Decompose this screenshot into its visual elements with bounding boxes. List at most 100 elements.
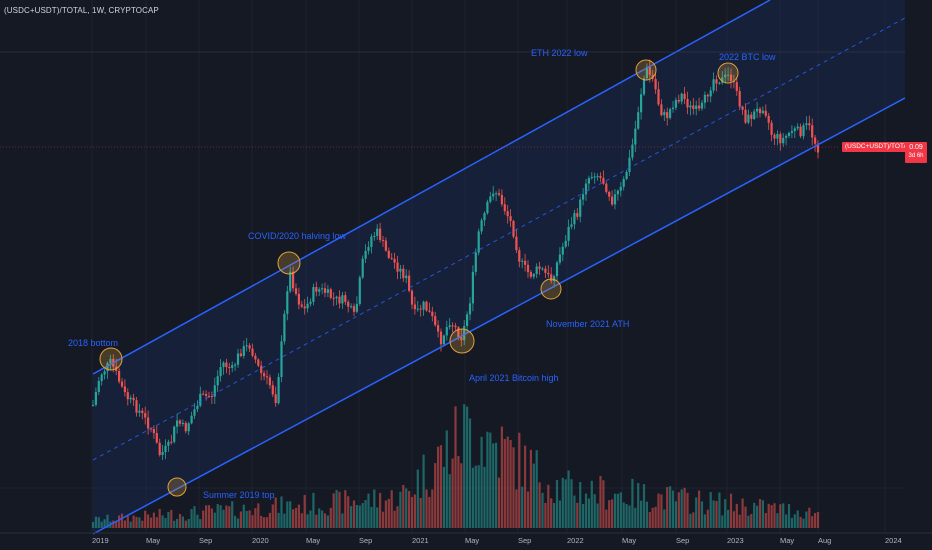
volume-bar <box>280 496 283 528</box>
x-tick: Sep <box>676 536 690 545</box>
volume-bar <box>170 509 173 528</box>
volume-bar <box>738 514 741 528</box>
volume-bar <box>608 500 611 528</box>
candle-body <box>370 236 373 247</box>
annotation-nov-2021: November 2021 ATH <box>546 319 630 329</box>
volume-bar <box>205 505 208 528</box>
price-value: 0.09 <box>909 144 923 151</box>
candle-body <box>573 213 576 225</box>
volume-bar <box>808 507 811 528</box>
candle-body <box>448 325 451 328</box>
annotation-covid: COVID/2020 halving low <box>248 231 347 241</box>
volume-bar <box>611 499 614 528</box>
candle-body <box>587 178 590 184</box>
volume-bar <box>706 509 709 528</box>
volume-bar <box>207 505 211 528</box>
candle-body <box>686 99 689 108</box>
candle-body <box>689 105 692 108</box>
volume-bar <box>712 500 715 528</box>
candle-body <box>106 362 109 372</box>
volume-bar <box>112 520 115 528</box>
volume-bar <box>811 516 814 528</box>
volume-bar <box>724 499 727 528</box>
volume-bar <box>677 492 680 528</box>
volume-bar <box>422 454 425 528</box>
candle-body <box>419 308 422 310</box>
candle-body <box>703 94 706 103</box>
volume-bar <box>747 515 750 528</box>
volume-bar <box>657 493 660 528</box>
x-tick: Sep <box>518 536 532 545</box>
volume-bar <box>413 494 416 528</box>
candle-body <box>123 386 126 393</box>
volume-bar <box>767 503 770 528</box>
candle-body <box>413 304 416 310</box>
candle-body <box>193 409 196 416</box>
candle-body <box>315 287 318 292</box>
volume-bar <box>698 490 701 528</box>
candle-body <box>355 303 358 312</box>
volume-bar <box>541 492 544 528</box>
marker-circles <box>99 59 739 497</box>
candle-body <box>410 290 414 305</box>
candle-body <box>628 157 631 172</box>
candle-body <box>567 226 570 241</box>
volume-bar <box>118 515 121 528</box>
volume-bar <box>355 505 358 528</box>
volume-bar <box>199 519 202 528</box>
volume-bar <box>283 513 286 528</box>
candle-body <box>132 397 135 401</box>
volume-bar <box>486 431 489 528</box>
volume-bar <box>654 506 657 528</box>
volume-bar <box>555 480 559 528</box>
volume-bar <box>550 498 553 528</box>
candle-body <box>645 66 648 79</box>
volume-bar <box>729 493 733 528</box>
candle-body <box>706 94 709 97</box>
volume-bar <box>634 507 637 528</box>
volume-bar <box>474 465 477 528</box>
volume-bar <box>184 520 187 528</box>
volume-bar <box>457 455 460 528</box>
candle-body <box>103 371 106 375</box>
volume-bar <box>796 510 799 528</box>
volume-bar <box>750 513 753 528</box>
volume-bar <box>410 496 414 528</box>
candle-body <box>613 194 617 205</box>
volume-bar <box>599 475 602 528</box>
volume-bar <box>196 514 199 528</box>
volume-bar <box>251 515 254 528</box>
volume-bar <box>219 505 222 528</box>
candle-body <box>425 301 428 311</box>
candle-body <box>384 240 387 251</box>
volume-bar <box>399 491 402 528</box>
candle-body <box>428 310 431 312</box>
candle-body <box>576 213 579 217</box>
volume-bar <box>393 510 396 528</box>
candle-body <box>584 183 588 195</box>
marker-april-2021 <box>449 328 475 354</box>
volume-bar <box>692 512 695 528</box>
candle-body <box>796 126 799 129</box>
volume-bar <box>257 503 260 528</box>
candle-body <box>205 394 208 396</box>
volume-bar <box>674 501 677 528</box>
candle-body <box>715 79 718 84</box>
candle-body <box>144 413 147 418</box>
candle-body <box>808 123 811 126</box>
x-axis[interactable]: 2019 May Sep 2020 May Sep 2021 May Sep 2… <box>0 536 932 550</box>
volume-bar <box>761 500 764 528</box>
volume-bar <box>265 517 269 528</box>
x-tick: Aug <box>818 536 832 545</box>
volume-bar <box>344 490 347 528</box>
candle-body <box>416 308 419 310</box>
volume-bar <box>335 489 338 528</box>
candle-body <box>405 275 408 279</box>
volume-bar <box>97 517 100 528</box>
candle-body <box>657 89 660 105</box>
volume-bar <box>94 516 97 528</box>
candle-body <box>239 353 242 356</box>
volume-bar <box>300 513 303 528</box>
volume-bar <box>271 504 274 528</box>
